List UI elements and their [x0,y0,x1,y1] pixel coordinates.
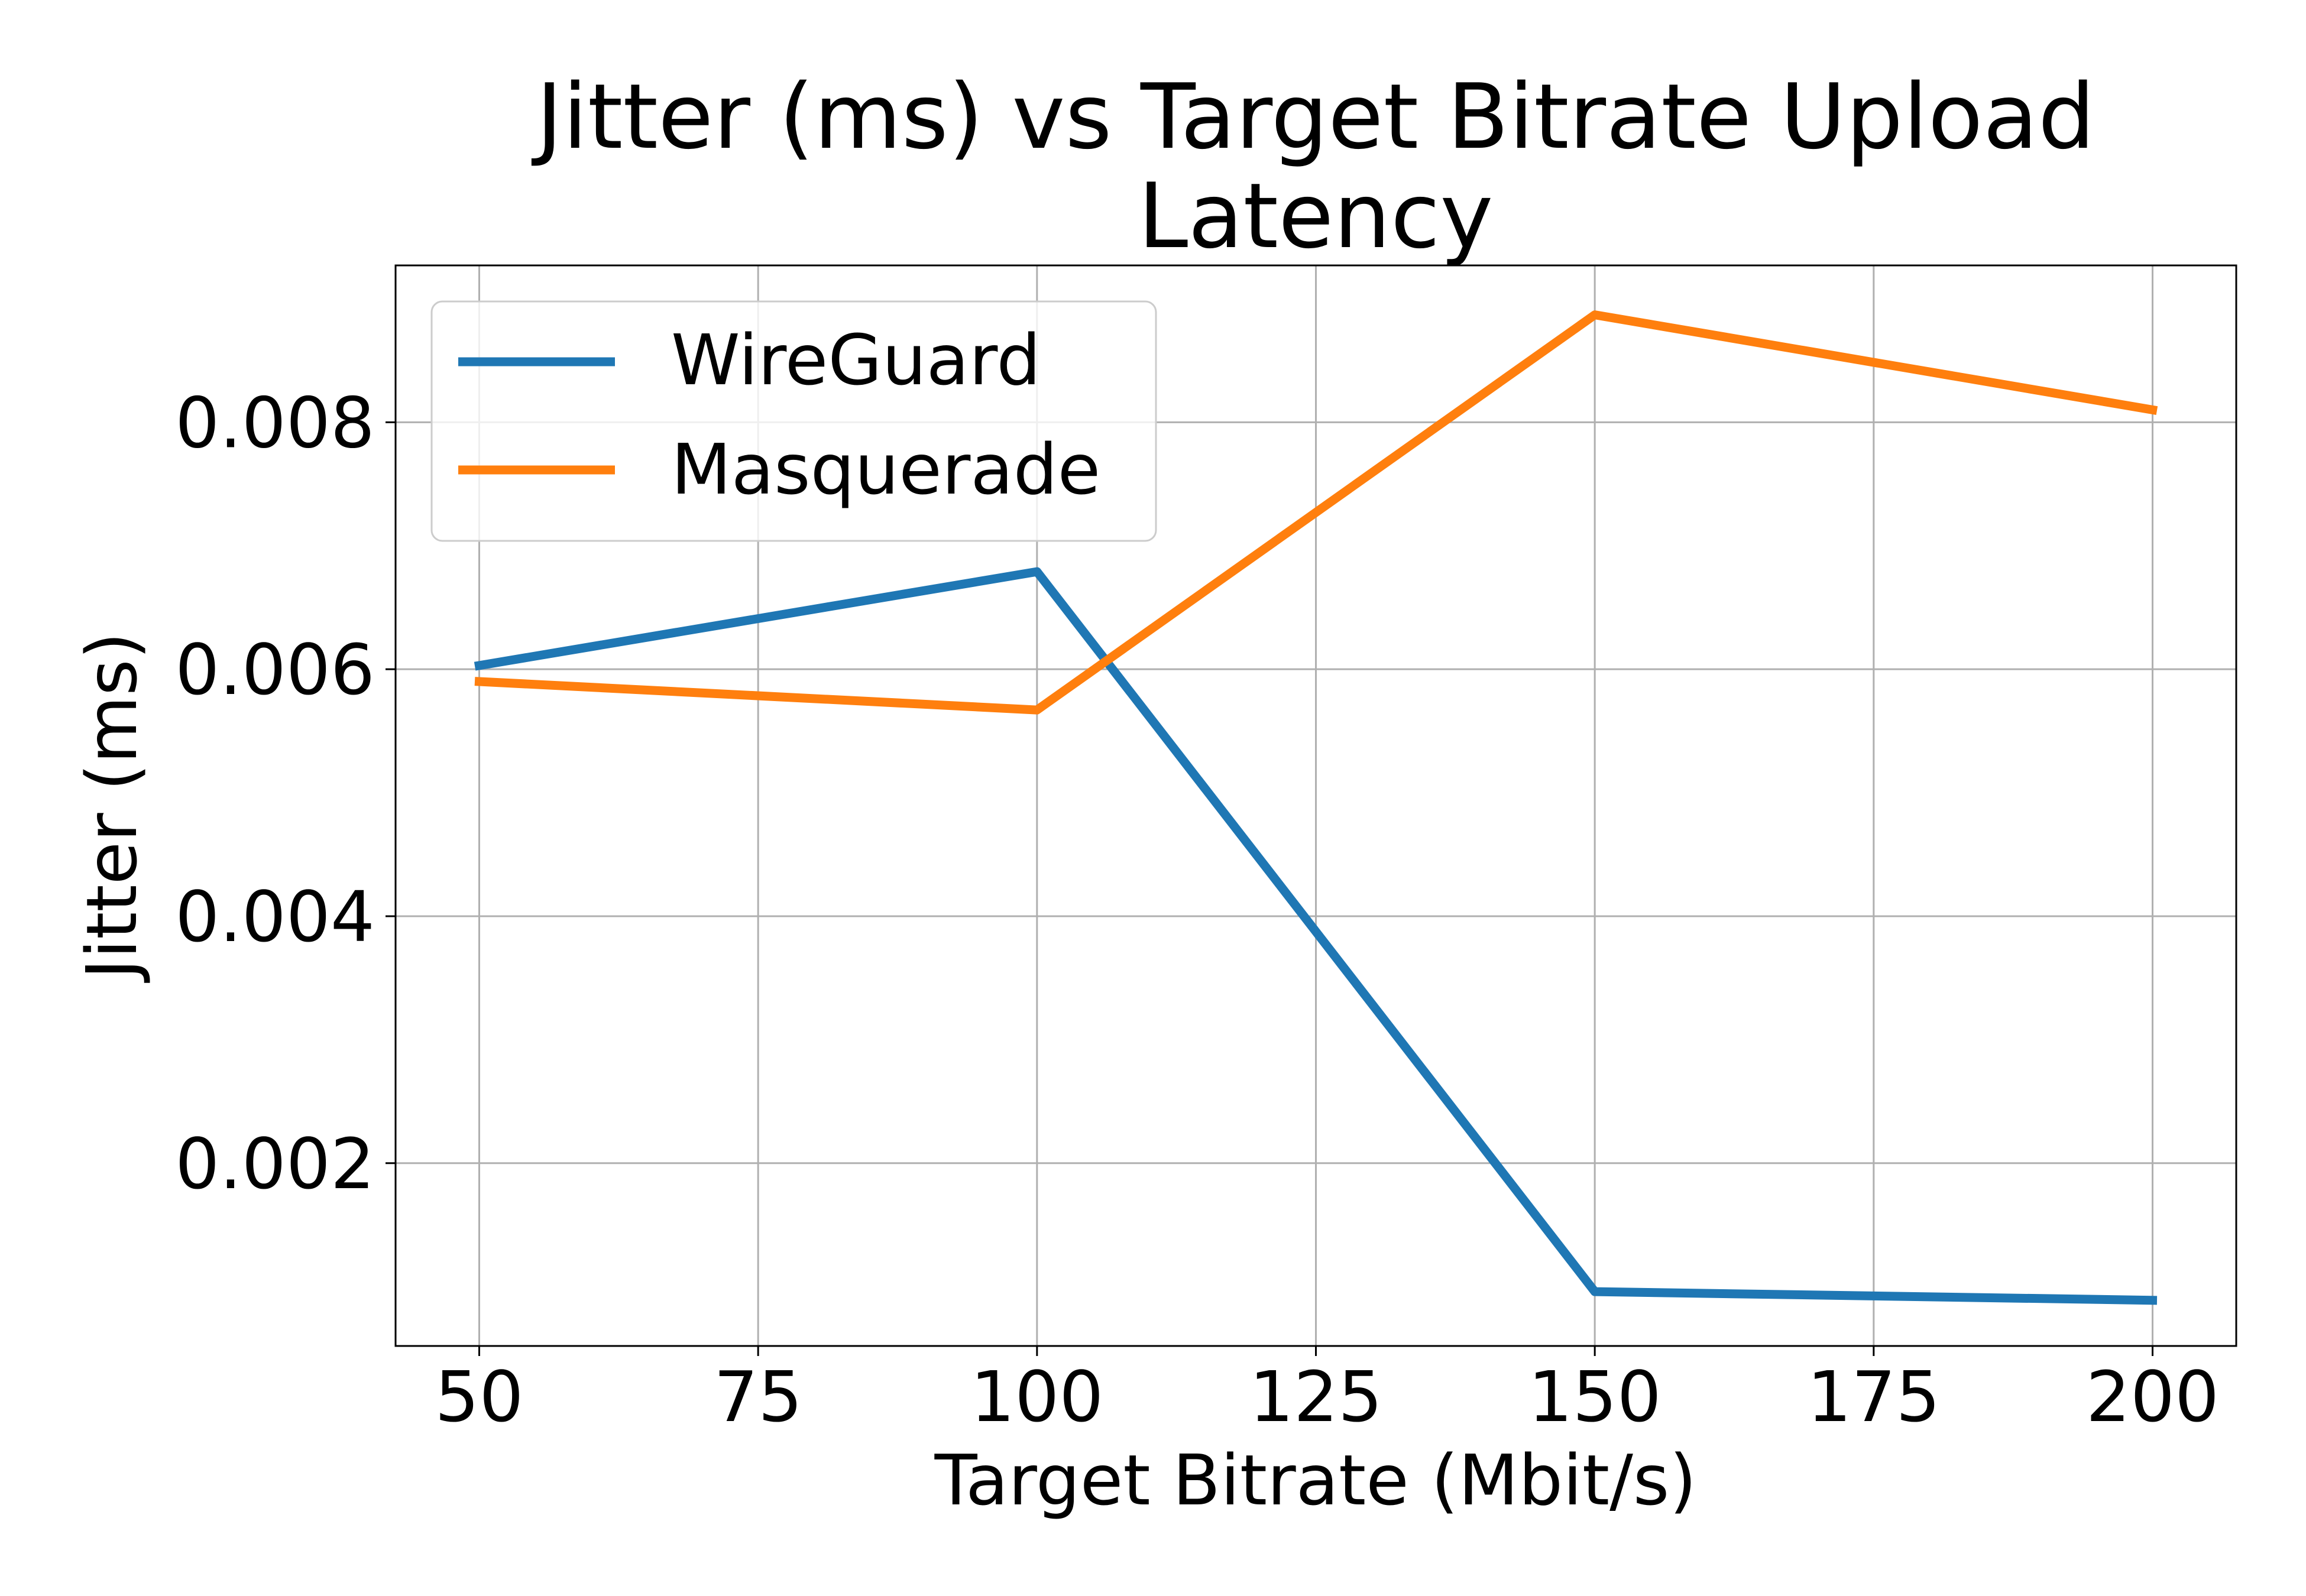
y-tick-label: 0.006 [175,629,375,711]
axis-ticks: 50 75 100 125 150 175 200 0.002 0.004 0.006 0.008 [175,382,2219,1438]
x-tick-label: 175 [1807,1356,1940,1438]
x-tick-label: 100 [970,1356,1103,1438]
x-axis-label: Target Bitrate (Mbit/s) [934,1439,1697,1521]
legend: WireGuard Masquerade [430,300,1157,542]
legend-label-wireguard: WireGuard [671,319,1041,401]
x-tick-label: 150 [1528,1356,1662,1438]
x-tick-label: 200 [2086,1356,2219,1438]
series-line-wireguard [474,567,2158,1305]
y-tick-label: 0.004 [175,876,375,958]
y-axis-label: Jitter (ms) [71,632,153,983]
x-tick-label: 50 [435,1356,523,1438]
series-line-masquerade [474,310,2158,715]
legend-label-masquerade: Masquerade [671,429,1100,510]
chart-title-line-2: Latency [1138,164,1494,268]
y-tick-label: 0.008 [175,382,375,463]
y-tick-label: 0.002 [175,1123,375,1205]
x-tick-label: 125 [1249,1356,1382,1438]
series-lines [474,310,2158,1305]
chart-title-line-1: Jitter (ms) vs Target Bitrate Upload [532,64,2096,169]
x-tick-label: 75 [714,1356,802,1438]
